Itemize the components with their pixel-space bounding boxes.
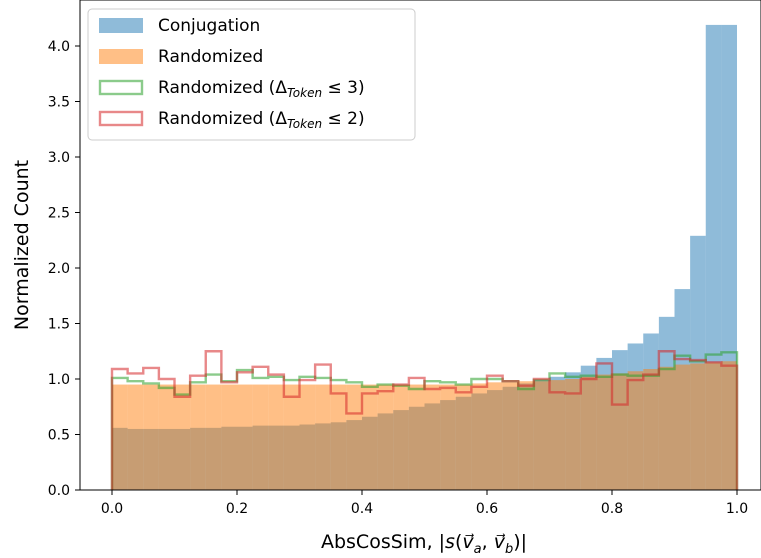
- histogram-bar: [158, 384, 175, 490]
- x-tick-label: 0.0: [101, 501, 123, 517]
- y-tick-label: 0.0: [48, 483, 70, 499]
- y-axis-title: Normalized Count: [11, 160, 33, 330]
- histogram-bar: [190, 384, 206, 490]
- histogram-bar: [268, 384, 284, 490]
- histogram-bar: [440, 384, 456, 490]
- x-tick-label: 0.8: [601, 501, 623, 517]
- legend: Conjugation Randomized Randomized (ΔToken …: [87, 8, 416, 141]
- legend-swatch: [98, 79, 144, 96]
- legend-label: Randomized (ΔToken ≤ 3): [158, 78, 365, 100]
- x-tick-label: 0.2: [226, 501, 248, 517]
- histogram-bar: [518, 381, 534, 490]
- x-axis-title: AbsCosSim, |s(v⃗a, v⃗b)|: [321, 531, 527, 557]
- y-tick-label: 2.5: [48, 206, 70, 222]
- legend-label: Randomized (ΔToken ≤ 2): [158, 109, 365, 131]
- step-series-line: [110, 350, 739, 490]
- y-tick-label: 1.5: [48, 317, 70, 333]
- histogram-bar: [299, 384, 316, 490]
- legend-swatch: [99, 49, 143, 64]
- histogram-bar: [143, 384, 159, 490]
- histogram-bar: [330, 384, 347, 490]
- y-tick-label: 2.0: [48, 261, 70, 277]
- histogram-bar: [705, 362, 722, 490]
- histogram-bar: [424, 384, 441, 490]
- histogram-bar: [627, 371, 644, 490]
- y-tick-label: 4.0: [48, 39, 70, 55]
- legend-label: Randomized: [158, 47, 263, 67]
- histogram-bar: [487, 382, 503, 490]
- step-series-line: [110, 351, 739, 490]
- y-tick-label: 1.0: [48, 372, 70, 388]
- histogram-bar: [283, 384, 300, 490]
- plot-frame: [79, 0, 761, 491]
- histogram-bar: [362, 384, 378, 490]
- histogram-bar: [221, 384, 237, 490]
- y-tick-label: 0.5: [48, 428, 70, 444]
- histogram-bar: [237, 384, 253, 490]
- legend-swatch: [99, 18, 143, 33]
- histogram-bar: [549, 380, 566, 490]
- y-axis: 0.0 0.5 1.0 1.5 2.0 2.5 3.0 3.5 4.0: [48, 39, 80, 499]
- histogram-bar: [643, 369, 659, 490]
- histogram-bar: [596, 374, 612, 490]
- histogram-bar: [408, 384, 425, 490]
- histogram-bar: [721, 361, 737, 490]
- histogram-bar: [127, 384, 144, 490]
- legend-label: Conjugation: [158, 16, 260, 36]
- histogram-bar: [174, 384, 191, 490]
- histogram-bar: [580, 376, 597, 490]
- step-outlines: [110, 350, 739, 490]
- histogram-bar: [612, 373, 628, 490]
- histogram-bar: [346, 384, 362, 490]
- y-tick-label: 3.5: [48, 95, 70, 111]
- legend-swatch: [98, 110, 144, 127]
- histogram-bar: [377, 384, 394, 490]
- x-tick-label: 0.4: [351, 501, 373, 517]
- histogram-bar: [658, 366, 675, 490]
- histogram-bar: [471, 383, 487, 490]
- legend-box: [87, 8, 416, 141]
- histogram-bar: [252, 384, 269, 490]
- y-tick-label: 3.0: [48, 150, 70, 166]
- histogram-bar: [205, 384, 222, 490]
- x-axis: 0.0 0.2 0.4 0.6 0.8 1.0: [101, 490, 748, 517]
- histogram-bar: [565, 379, 581, 490]
- histogram-bar: [674, 364, 691, 490]
- x-tick-label: 0.6: [476, 501, 498, 517]
- histogram-bar: [502, 382, 519, 490]
- histogram-bars: [112, 24, 737, 490]
- histogram-bar: [690, 363, 706, 490]
- x-tick-label: 1.0: [726, 501, 748, 517]
- histogram-bar: [112, 384, 128, 490]
- histogram-bar: [315, 384, 331, 490]
- histogram-bar: [393, 384, 409, 490]
- histogram-bar: [533, 381, 550, 490]
- histogram-bar: [455, 384, 472, 490]
